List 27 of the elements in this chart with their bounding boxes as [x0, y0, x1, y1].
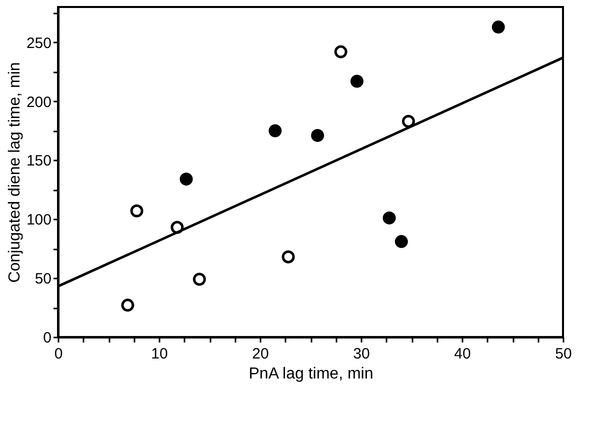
y-tick-label: 50 [34, 270, 52, 288]
point [334, 45, 348, 58]
point [130, 204, 144, 218]
point [492, 20, 505, 34]
x-axis-title: PnA lag time, min [248, 366, 374, 382]
x-tick-label: 40 [454, 346, 471, 362]
point [121, 298, 134, 312]
y-tick-label: 250 [26, 34, 52, 52]
x-tick-label: 20 [252, 346, 269, 362]
x-tick-label: 30 [353, 346, 370, 362]
point [192, 272, 206, 286]
y-tick-label: 100 [26, 212, 52, 229]
point [394, 235, 408, 248]
point [402, 114, 415, 128]
y-tick-label: 200 [26, 94, 52, 111]
point [311, 128, 324, 142]
point [282, 250, 295, 264]
x-tick-label: 0 [54, 346, 63, 362]
point [350, 74, 364, 88]
point [382, 211, 396, 224]
x-tick-label: 10 [151, 346, 168, 362]
y-axis-title: Conjugated diene lag time, min [6, 62, 24, 283]
x-tick-label: 50 [555, 346, 572, 362]
point [180, 172, 193, 186]
y-tick-label: 150 [26, 152, 52, 170]
point [268, 124, 282, 138]
y-tick-label: 0 [43, 330, 52, 346]
